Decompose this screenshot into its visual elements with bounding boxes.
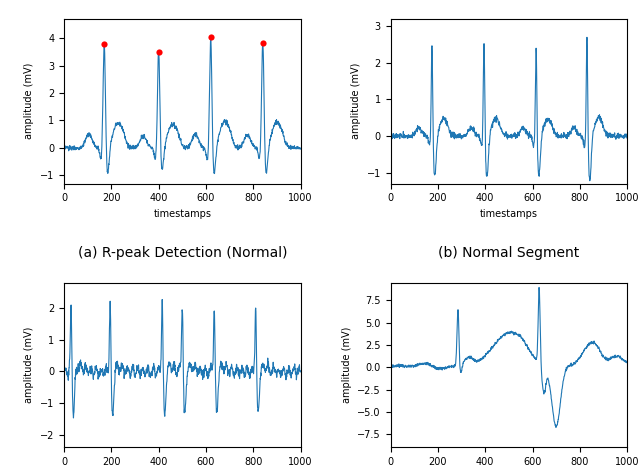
Point [258,39,268,47]
Text: (a) R-peak Detection (Normal): (a) R-peak Detection (Normal) [77,246,287,260]
Y-axis label: amplitude (mV): amplitude (mV) [342,327,351,403]
Point [205,33,216,41]
Y-axis label: amplitude (mV): amplitude (mV) [351,63,361,139]
Text: (b) Normal Segment: (b) Normal Segment [438,246,579,260]
Y-axis label: amplitude (mV): amplitude (mV) [24,63,35,139]
Y-axis label: amplitude (mV): amplitude (mV) [24,327,35,403]
Point [154,48,164,56]
X-axis label: timestamps: timestamps [480,209,538,219]
X-axis label: timestamps: timestamps [154,209,211,219]
Point [99,40,109,48]
